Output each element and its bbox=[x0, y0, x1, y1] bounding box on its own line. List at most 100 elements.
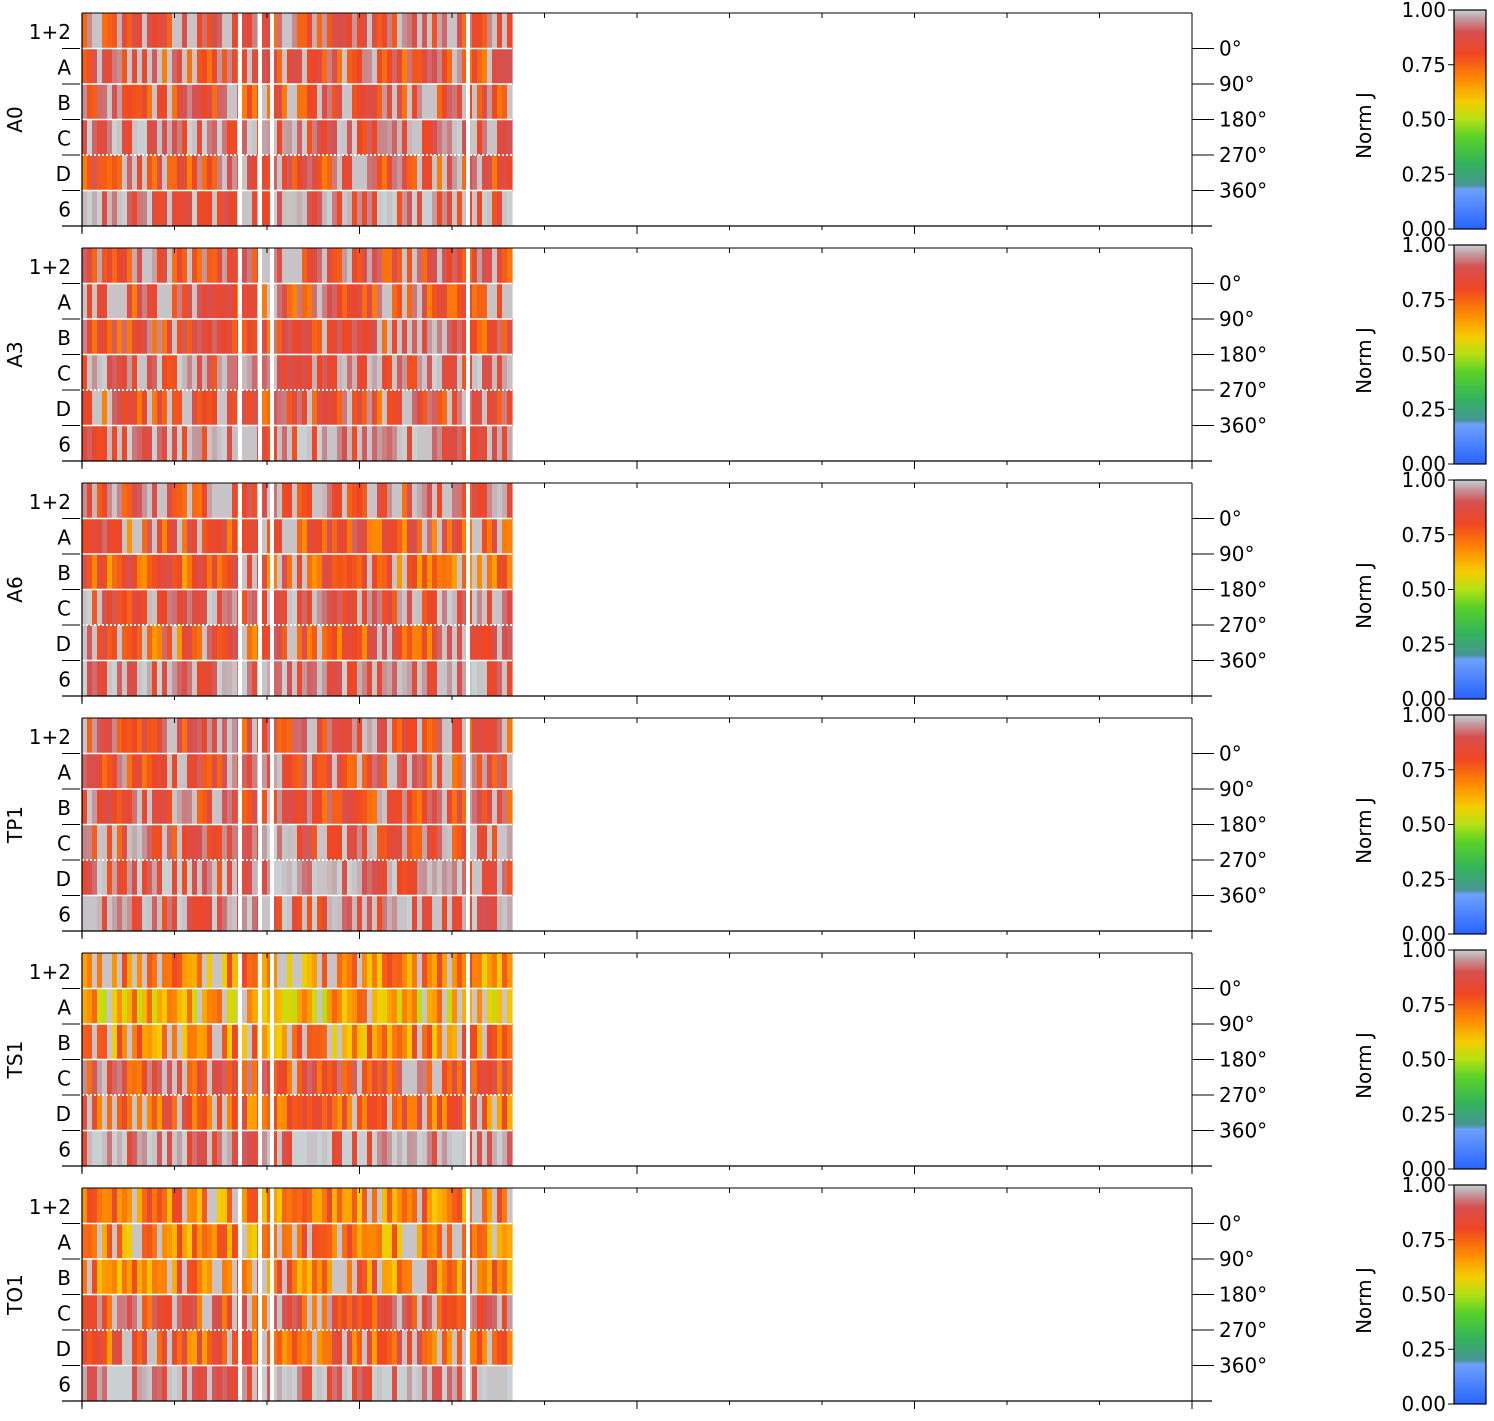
heatmap-cell bbox=[332, 1059, 338, 1095]
angle-tick-label: 270° bbox=[1219, 1083, 1267, 1107]
heatmap-cell bbox=[437, 1059, 443, 1095]
heatmap-cell bbox=[222, 84, 228, 120]
heatmap-cell bbox=[227, 824, 233, 860]
heatmap-cell bbox=[117, 84, 123, 120]
heatmap-cell bbox=[402, 1130, 408, 1166]
heatmap-cell bbox=[477, 48, 483, 84]
heatmap-cell bbox=[307, 155, 313, 191]
heatmap-cell bbox=[502, 1294, 508, 1330]
heatmap-cell bbox=[162, 1259, 168, 1295]
heatmap-cell bbox=[252, 1259, 258, 1295]
angle-tick-label: 90° bbox=[1219, 1247, 1254, 1271]
heatmap-cell bbox=[102, 1095, 108, 1131]
heatmap-cell bbox=[472, 48, 478, 84]
heatmap-cell bbox=[267, 589, 273, 625]
heatmap-cell bbox=[207, 354, 213, 390]
heatmap-cell bbox=[187, 1294, 193, 1330]
heatmap-cell bbox=[377, 953, 383, 989]
heatmap-cell bbox=[137, 1095, 143, 1131]
heatmap-cell bbox=[242, 718, 248, 754]
heatmap-cell bbox=[287, 1024, 293, 1060]
row-label: C bbox=[57, 362, 71, 386]
heatmap-cell bbox=[282, 988, 288, 1024]
heatmap-cell bbox=[167, 1188, 173, 1224]
heatmap-cell bbox=[297, 319, 303, 355]
heatmap-cell bbox=[377, 824, 383, 860]
heatmap-cell bbox=[272, 625, 278, 661]
heatmap-cell bbox=[112, 13, 118, 49]
heatmap-cell bbox=[387, 554, 393, 590]
heatmap-cell bbox=[102, 1330, 108, 1366]
heatmap-cell bbox=[192, 283, 198, 319]
heatmap-cell bbox=[427, 1024, 433, 1060]
colorbar-tick-label: 0.25 bbox=[1401, 397, 1446, 421]
heatmap-cell bbox=[362, 390, 368, 426]
heatmap-cell bbox=[202, 283, 208, 319]
heatmap-cell bbox=[112, 248, 118, 284]
heatmap-cell bbox=[232, 283, 238, 319]
heatmap-cell bbox=[342, 860, 348, 896]
heatmap-cell bbox=[232, 1188, 238, 1224]
heatmap-cell bbox=[227, 988, 233, 1024]
heatmap-cell bbox=[107, 283, 113, 319]
heatmap-cell bbox=[312, 425, 318, 461]
heatmap-cell bbox=[147, 1294, 153, 1330]
angle-tick-label: 360° bbox=[1219, 1354, 1267, 1378]
heatmap-cell bbox=[192, 1188, 198, 1224]
heatmap-cell bbox=[247, 789, 253, 825]
heatmap-cell bbox=[277, 354, 283, 390]
heatmap-cell bbox=[107, 953, 113, 989]
heatmap-cell bbox=[262, 1059, 268, 1095]
heatmap-cell bbox=[332, 789, 338, 825]
heatmap-cell bbox=[252, 354, 258, 390]
heatmap-cell bbox=[252, 953, 258, 989]
heatmap-cell bbox=[322, 1130, 328, 1166]
heatmap-cell bbox=[387, 1188, 393, 1224]
heatmap-cell bbox=[392, 1330, 398, 1366]
heatmap-cell bbox=[362, 1095, 368, 1131]
heatmap-cell bbox=[192, 483, 198, 519]
heatmap-cell bbox=[167, 660, 173, 696]
heatmap-cell bbox=[322, 718, 328, 754]
heatmap-cell bbox=[457, 1223, 463, 1259]
heatmap-cell bbox=[282, 625, 288, 661]
heatmap-cell bbox=[437, 753, 443, 789]
heatmap-cell bbox=[157, 1259, 163, 1295]
heatmap-cell bbox=[372, 660, 378, 696]
heatmap-cell bbox=[97, 1188, 103, 1224]
heatmap-cell bbox=[87, 155, 93, 191]
angle-tick-label: 360° bbox=[1219, 179, 1267, 203]
heatmap-cell bbox=[282, 319, 288, 355]
heatmap-cell bbox=[102, 988, 108, 1024]
heatmap-cell bbox=[182, 48, 188, 84]
heatmap-cell bbox=[507, 1223, 513, 1259]
heatmap-cell bbox=[102, 319, 108, 355]
heatmap-cell bbox=[162, 319, 168, 355]
heatmap-cell bbox=[97, 155, 103, 191]
heatmap-cell bbox=[197, 860, 203, 896]
heatmap-cell bbox=[402, 895, 408, 931]
heatmap-cell bbox=[492, 1130, 498, 1166]
heatmap-cell bbox=[107, 625, 113, 661]
heatmap-cell bbox=[372, 248, 378, 284]
heatmap-cell bbox=[272, 860, 278, 896]
heatmap-cell bbox=[277, 1294, 283, 1330]
heatmap-cell bbox=[182, 390, 188, 426]
heatmap-cell bbox=[302, 660, 308, 696]
heatmap-cell bbox=[157, 1365, 163, 1401]
heatmap-cell bbox=[497, 1294, 503, 1330]
heatmap-cell bbox=[392, 1188, 398, 1224]
heatmap-cell bbox=[117, 518, 123, 554]
heatmap-cell bbox=[92, 84, 98, 120]
heatmap-cell bbox=[267, 1188, 273, 1224]
heatmap-cell bbox=[327, 248, 333, 284]
heatmap-cell bbox=[157, 1095, 163, 1131]
heatmap-cell bbox=[117, 319, 123, 355]
heatmap-cell bbox=[347, 84, 353, 120]
heatmap-cell bbox=[192, 1259, 198, 1295]
heatmap-cell bbox=[417, 354, 423, 390]
heatmap-cell bbox=[102, 1188, 108, 1224]
heatmap-cell bbox=[322, 1188, 328, 1224]
heatmap-cell bbox=[422, 660, 428, 696]
heatmap-cell bbox=[177, 283, 183, 319]
